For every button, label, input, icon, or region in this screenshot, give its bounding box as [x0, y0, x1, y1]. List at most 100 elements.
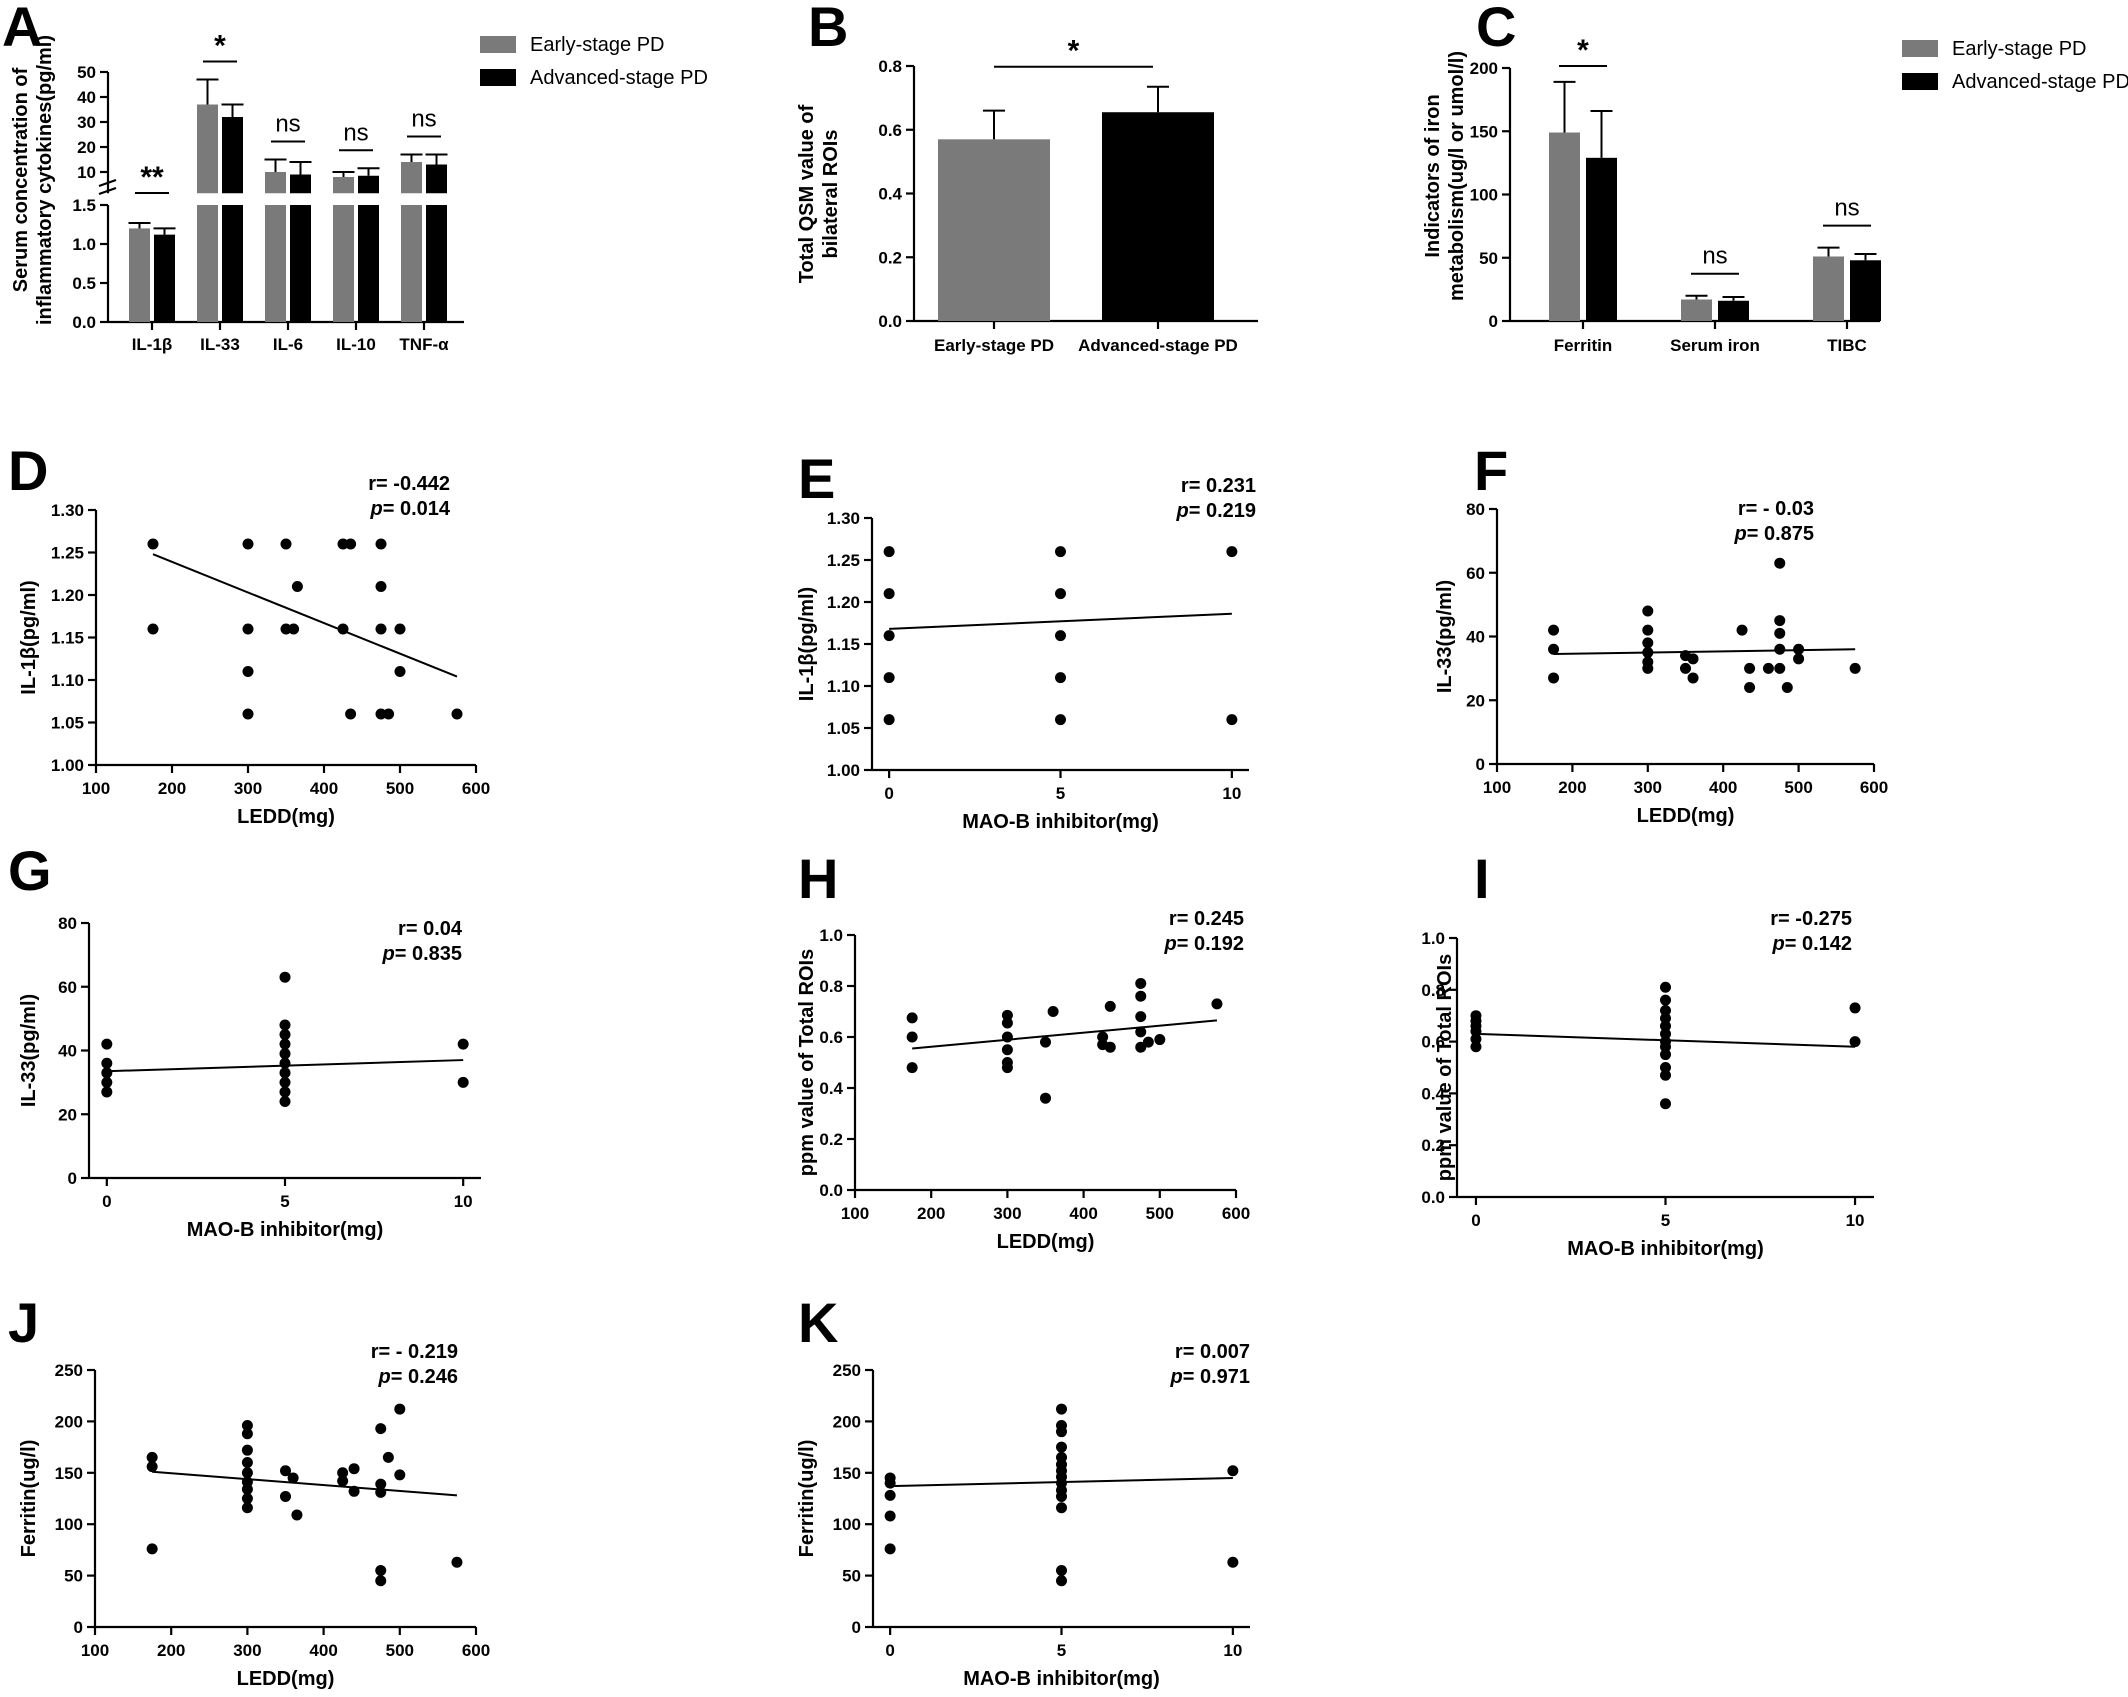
panel-F: F 0 20 40 60 80 100 200 300 400 500 600 LEDD(mg) IL-3…	[1434, 439, 1888, 827]
y-tick-label: 1.10	[51, 671, 84, 690]
data-point	[1056, 1403, 1067, 1415]
p-value: = 0.875	[1747, 523, 1814, 545]
data-point	[1470, 1025, 1482, 1037]
x-tick-label: 0	[885, 1641, 894, 1660]
data-point	[1642, 605, 1654, 617]
bar	[1586, 157, 1617, 321]
data-point	[101, 1086, 113, 1098]
legend-swatch	[480, 36, 516, 53]
y-tick-label: 200	[833, 1412, 861, 1431]
x-tick-label: 600	[1222, 1204, 1250, 1223]
y-tick-label: 100	[1470, 186, 1498, 205]
data-point	[280, 538, 292, 550]
y-tick-label: 20	[77, 138, 96, 157]
data-point	[1001, 1044, 1013, 1056]
x-axis-label: MAO-B inhibitor(mg)	[963, 1668, 1160, 1690]
data-point	[1135, 977, 1147, 989]
data-point	[1055, 672, 1066, 684]
x-tick-label: 200	[157, 1641, 185, 1660]
panel-letter: J	[8, 1291, 39, 1354]
y-axis-label-line: Serum concentration of	[10, 67, 32, 292]
y-tick-label: 80	[1466, 500, 1485, 519]
x-tick-label: 300	[993, 1204, 1021, 1223]
y-tick-label: 100	[833, 1515, 861, 1534]
panel-letter: F	[1474, 439, 1508, 502]
data-point	[1211, 998, 1223, 1010]
data-point	[1774, 662, 1786, 674]
p-symbol: p	[1163, 933, 1176, 955]
data-point	[1793, 653, 1805, 665]
data-point	[375, 538, 387, 550]
y-tick-label: 1.10	[827, 677, 860, 696]
data-point	[1781, 682, 1793, 693]
x-tick-label: 500	[386, 779, 414, 798]
y-tick-label: 10	[77, 163, 96, 182]
data-point	[394, 623, 406, 635]
data-point	[375, 623, 387, 635]
correlation-p: p= 0.219	[1175, 500, 1256, 522]
y-tick-label: 40	[1466, 628, 1485, 647]
bar	[426, 164, 447, 194]
bar	[1549, 132, 1580, 321]
data-point	[147, 623, 159, 635]
x-tick-label: 200	[917, 1204, 945, 1223]
y-tick-label: 1.25	[827, 551, 860, 570]
x-tick-label: 5	[1057, 1641, 1066, 1660]
data-point	[288, 623, 300, 635]
correlation-r: r= 0.04	[398, 918, 463, 940]
data-point	[1660, 1062, 1671, 1073]
data-point	[337, 538, 349, 550]
legend-swatch	[1902, 40, 1938, 57]
data-point	[883, 630, 895, 642]
data-point	[1040, 1092, 1051, 1104]
data-point	[1056, 1490, 1067, 1502]
data-point	[884, 1543, 896, 1555]
data-point	[348, 1463, 360, 1475]
data-point	[146, 1543, 158, 1555]
data-point	[1762, 662, 1774, 674]
regression-line	[152, 1470, 458, 1497]
correlation-r: r= - 0.219	[371, 1341, 458, 1363]
data-point	[147, 538, 159, 550]
x-tick-label: 200	[158, 779, 186, 798]
data-point	[241, 1444, 253, 1456]
data-point	[241, 1467, 253, 1479]
data-point	[146, 1461, 158, 1473]
data-point	[375, 581, 387, 592]
x-tick-label: 200	[1558, 778, 1586, 797]
data-point	[1660, 1069, 1671, 1081]
x-tick-label: 600	[1860, 778, 1888, 797]
x-tick-label: 500	[1146, 1204, 1174, 1223]
correlation-p: p= 0.875	[1733, 523, 1814, 545]
legend-label: Advanced-stage PD	[1952, 71, 2128, 93]
significance-label: ns	[1834, 195, 1859, 222]
panel-B: B 0.0 0.2 0.4 0.6 0.8 Total QSM value of bilate…	[796, 0, 1258, 355]
panel-H: H 0.0 0.2 0.4 0.6 0.8 1.0 100 200 300 400 500 600 LED…	[796, 847, 1250, 1253]
x-tick-label: 10	[1223, 1641, 1242, 1660]
panel-letter: A	[2, 0, 42, 58]
data-point	[1056, 1502, 1067, 1514]
x-tick-label: Early-stage PD	[934, 336, 1054, 355]
y-axis-label-line: ppm value of Total ROIs	[1434, 954, 1456, 1181]
data-point	[1548, 643, 1560, 655]
x-tick-label: 0	[884, 784, 893, 803]
data-point	[1774, 615, 1786, 627]
data-point	[884, 1510, 896, 1522]
data-point	[1774, 557, 1786, 569]
y-tick-label: 0.8	[1421, 981, 1445, 1000]
y-tick-label: 1.15	[51, 629, 84, 648]
y-tick-label: 80	[58, 914, 77, 933]
y-tick-label: 0	[68, 1169, 77, 1188]
data-point	[280, 1465, 291, 1477]
data-point	[101, 1038, 113, 1050]
data-point	[345, 708, 357, 720]
y-tick-label: 1.30	[51, 501, 84, 520]
y-axis-label-line: IL-1β(pg/ml)	[18, 580, 40, 694]
data-point	[1687, 672, 1699, 684]
data-point	[375, 708, 387, 720]
y-tick-label: 1.0	[1421, 929, 1445, 948]
data-point	[101, 1067, 113, 1079]
y-tick-label: 1.30	[827, 509, 860, 528]
x-tick-label: IL-33	[200, 335, 240, 354]
data-point	[279, 1076, 291, 1088]
